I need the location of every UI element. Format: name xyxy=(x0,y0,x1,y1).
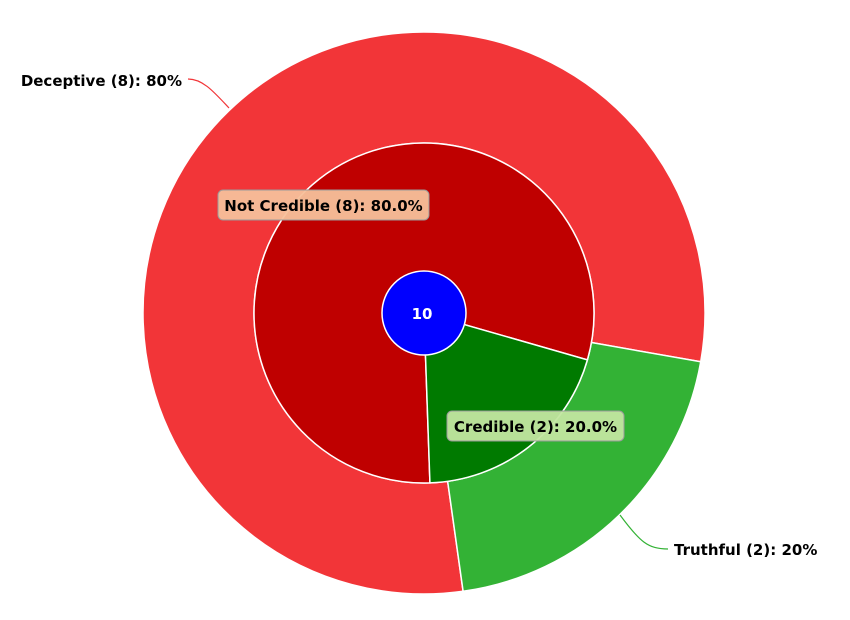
label-connectors xyxy=(187,78,669,550)
inner-label-text: Credible (2): 20.0% xyxy=(454,418,617,436)
connector-truthful xyxy=(619,514,669,550)
inner-label-background xyxy=(217,189,430,221)
center-total-label: 10 xyxy=(412,305,433,323)
slice-labels: Not Credible (8): 80.0% Credible (2): 20.… xyxy=(21,72,818,559)
inner-label-text: Not Credible (8): 80.0% xyxy=(224,197,422,215)
inner-label-credible: Credible (2): 20.0% xyxy=(446,410,625,442)
connector-deceptive xyxy=(187,78,230,109)
center-total-circle[interactable] xyxy=(381,270,467,356)
inner-label-not-credible: Not Credible (8): 80.0% xyxy=(217,189,430,221)
inner-label-background xyxy=(446,410,625,442)
outer-label-deceptive: Deceptive (8): 80% xyxy=(21,72,182,90)
outer-label-truthful: Truthful (2): 20% xyxy=(674,541,817,559)
